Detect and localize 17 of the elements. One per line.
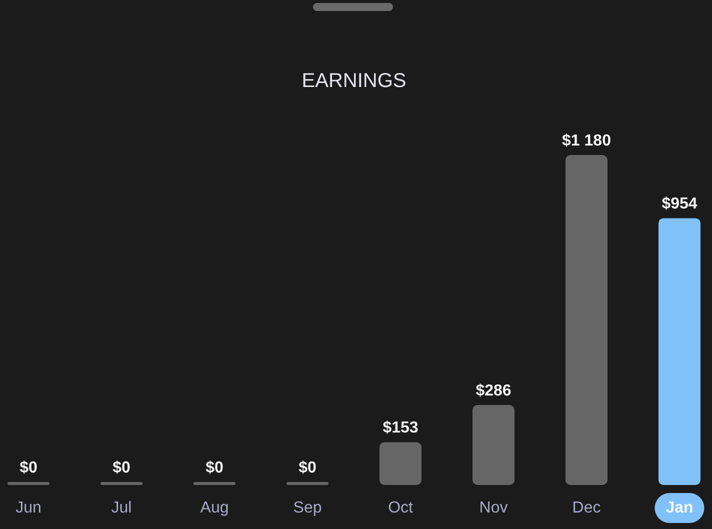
x-tick-label: Jul [111, 500, 132, 516]
data-label: $286 [476, 382, 512, 400]
data-label: $0 [20, 460, 38, 476]
data-label: $153 [382, 420, 418, 437]
x-tick-label: Dec [572, 500, 601, 516]
x-tick-label: Jun [16, 500, 42, 516]
data-label: $1 180 [562, 132, 612, 150]
data-label: $954 [662, 196, 698, 213]
data-label: $0 [206, 460, 224, 476]
x-tick-label: Jan [666, 500, 694, 516]
x-tick-label: Oct [388, 500, 414, 516]
data-label: $0 [112, 460, 130, 476]
x-tick-label: Nov [479, 500, 508, 516]
data-label: $0 [298, 460, 316, 476]
chart-title: EARNINGS [302, 70, 406, 92]
x-tick-label: Aug [200, 500, 229, 516]
x-tick-label: Sep [293, 500, 322, 516]
